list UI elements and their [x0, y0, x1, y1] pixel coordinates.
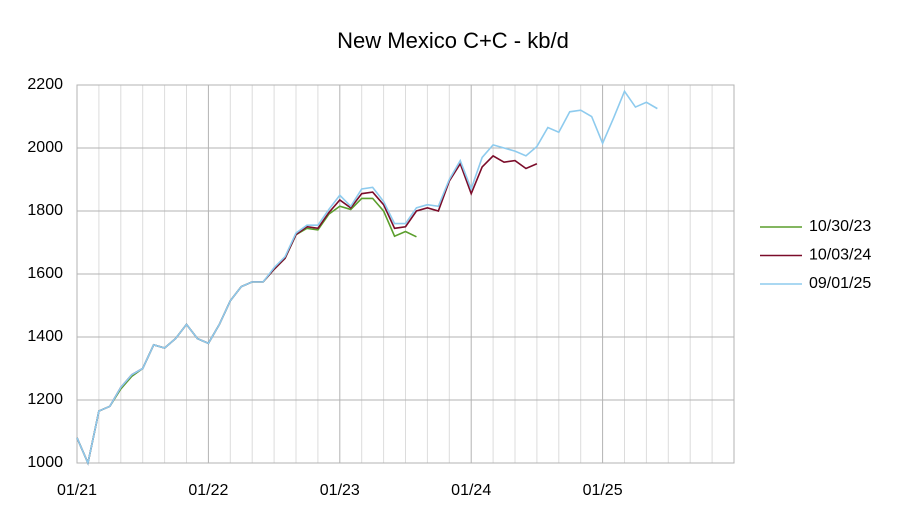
- series-line: [76, 197, 417, 466]
- legend-label: 10/30/23: [809, 218, 871, 235]
- plot-frame: [76, 84, 735, 464]
- x-tick-label: 01/23: [320, 482, 360, 499]
- series-line: [76, 154, 538, 466]
- y-tick-label: 1200: [27, 391, 63, 408]
- x-tick-label: 01/25: [583, 482, 623, 499]
- series-line: [76, 89, 658, 466]
- y-tick-label: 1400: [27, 328, 63, 345]
- x-tick-label: 01/24: [451, 482, 491, 499]
- x-tick-label: 01/21: [57, 482, 97, 499]
- legend-label: 10/03/24: [809, 247, 871, 264]
- y-tick-label: 1800: [27, 202, 63, 219]
- y-tick-label: 2200: [27, 76, 63, 93]
- y-tick-label: 1600: [27, 265, 63, 282]
- x-tick-label: 01/22: [188, 482, 228, 499]
- chart-title: New Mexico C+C - kb/d: [337, 28, 569, 53]
- y-tick-label: 2000: [27, 139, 63, 156]
- legend-label: 09/01/25: [809, 275, 871, 292]
- y-tick-label: 1000: [27, 454, 63, 471]
